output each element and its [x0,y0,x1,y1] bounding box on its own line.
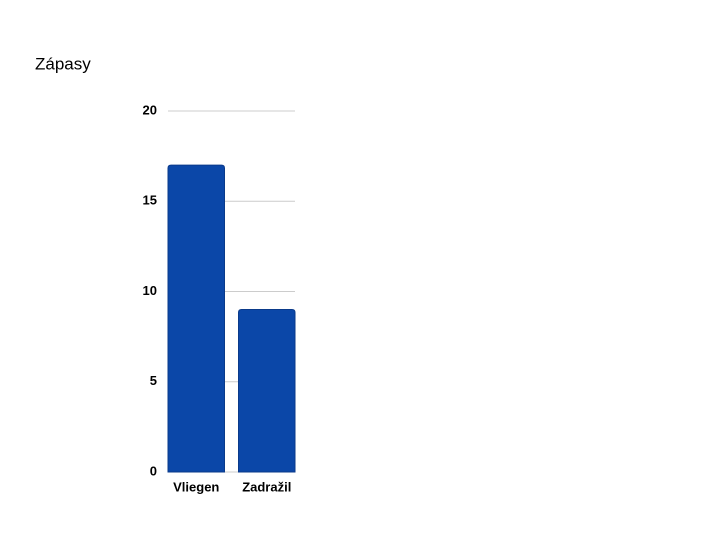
y-tick-label: 5 [150,373,157,388]
y-tick-label: 20 [143,102,157,117]
y-tick-label: 15 [143,193,157,208]
chart-title: Zápasy [35,54,91,73]
y-tick-label: 0 [150,463,157,478]
bar [238,309,296,473]
x-tick-label: Zadražil [242,479,291,494]
x-tick-label: Vliegen [173,479,219,494]
y-tick-label: 10 [143,283,157,298]
bar [167,164,225,473]
